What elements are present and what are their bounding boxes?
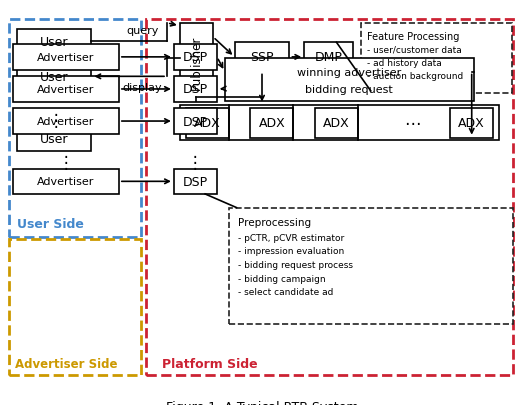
Text: Publisher: Publisher bbox=[190, 36, 203, 90]
Text: query: query bbox=[126, 26, 159, 36]
FancyBboxPatch shape bbox=[13, 45, 119, 70]
Text: DSP: DSP bbox=[183, 115, 208, 128]
Text: ADX: ADX bbox=[258, 117, 285, 130]
Text: User: User bbox=[40, 36, 69, 49]
Text: SSP: SSP bbox=[250, 51, 274, 64]
FancyBboxPatch shape bbox=[315, 109, 358, 138]
FancyBboxPatch shape bbox=[235, 43, 289, 72]
Text: Advertiser Side: Advertiser Side bbox=[15, 357, 117, 370]
Text: - user/customer data: - user/customer data bbox=[367, 45, 462, 54]
FancyBboxPatch shape bbox=[13, 109, 119, 134]
FancyBboxPatch shape bbox=[250, 109, 293, 138]
Text: - select candidate ad: - select candidate ad bbox=[238, 288, 334, 296]
FancyBboxPatch shape bbox=[304, 43, 353, 72]
FancyBboxPatch shape bbox=[450, 109, 493, 138]
FancyBboxPatch shape bbox=[17, 30, 92, 55]
Text: Platform Side: Platform Side bbox=[162, 357, 258, 370]
FancyBboxPatch shape bbox=[174, 45, 217, 70]
Text: User Side: User Side bbox=[17, 217, 84, 230]
Text: Figure 1: A Typical RTB System: Figure 1: A Typical RTB System bbox=[166, 400, 358, 405]
Text: Advertiser: Advertiser bbox=[37, 117, 95, 127]
Text: ADX: ADX bbox=[458, 117, 485, 130]
FancyBboxPatch shape bbox=[174, 109, 217, 134]
Text: Advertiser: Advertiser bbox=[37, 53, 95, 63]
Text: DSP: DSP bbox=[183, 83, 208, 96]
Text: User: User bbox=[40, 70, 69, 83]
FancyBboxPatch shape bbox=[361, 24, 512, 94]
Text: - auction background: - auction background bbox=[367, 72, 463, 81]
FancyBboxPatch shape bbox=[174, 169, 217, 194]
Text: User: User bbox=[40, 133, 69, 146]
Text: ADX: ADX bbox=[323, 117, 350, 130]
Text: Preprocessing: Preprocessing bbox=[238, 218, 312, 228]
FancyBboxPatch shape bbox=[228, 208, 513, 324]
Text: Advertiser: Advertiser bbox=[37, 177, 95, 187]
FancyBboxPatch shape bbox=[13, 169, 119, 194]
FancyBboxPatch shape bbox=[174, 77, 217, 102]
Text: display: display bbox=[123, 83, 162, 93]
Text: ⋮: ⋮ bbox=[187, 153, 204, 171]
Text: - bidding request process: - bidding request process bbox=[238, 260, 354, 269]
Text: DSP: DSP bbox=[183, 51, 208, 64]
Text: ⋮: ⋮ bbox=[58, 153, 74, 171]
FancyBboxPatch shape bbox=[185, 109, 228, 138]
FancyBboxPatch shape bbox=[17, 64, 92, 90]
Text: - ad history data: - ad history data bbox=[367, 59, 442, 68]
Text: DSP: DSP bbox=[183, 175, 208, 188]
Text: DMP: DMP bbox=[315, 51, 343, 64]
FancyBboxPatch shape bbox=[17, 127, 92, 152]
Text: bidding request: bidding request bbox=[305, 84, 393, 94]
Text: ADX: ADX bbox=[194, 117, 221, 130]
Text: - bidding campaign: - bidding campaign bbox=[238, 274, 326, 283]
Text: ⋮: ⋮ bbox=[48, 112, 64, 130]
Text: Advertiser: Advertiser bbox=[37, 85, 95, 95]
Text: Feature Processing: Feature Processing bbox=[367, 32, 459, 42]
FancyBboxPatch shape bbox=[225, 59, 474, 101]
FancyBboxPatch shape bbox=[180, 105, 499, 140]
Text: - impression evaluation: - impression evaluation bbox=[238, 247, 345, 256]
Text: - pCTR, pCVR estimator: - pCTR, pCVR estimator bbox=[238, 233, 345, 242]
Text: winning advertiser: winning advertiser bbox=[297, 67, 401, 77]
FancyBboxPatch shape bbox=[13, 77, 119, 102]
FancyBboxPatch shape bbox=[180, 24, 213, 101]
Text: ⋯: ⋯ bbox=[403, 115, 420, 133]
